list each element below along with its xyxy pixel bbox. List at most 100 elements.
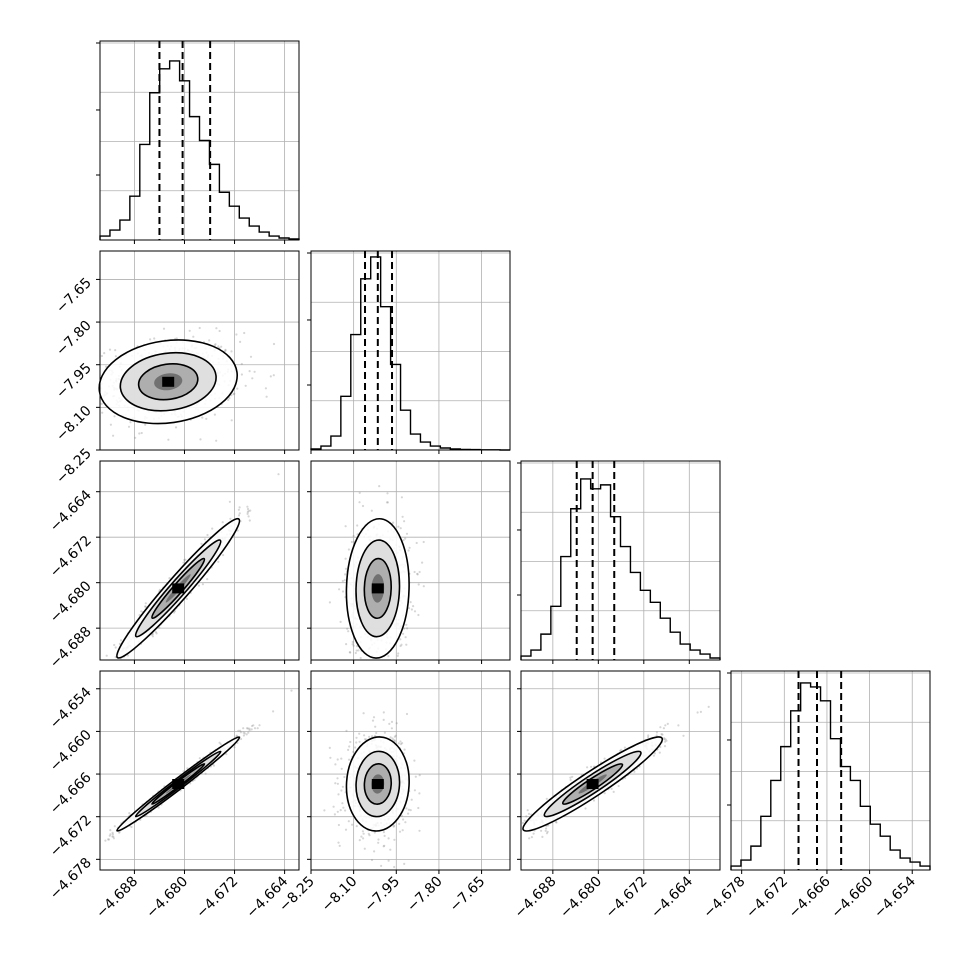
sample-point (408, 546, 411, 549)
sample-point (340, 757, 343, 760)
contour-line (561, 763, 624, 805)
sample-point (230, 419, 233, 422)
sample-point (362, 837, 365, 840)
sample-point (350, 540, 353, 544)
sample-point (343, 579, 346, 582)
sample-point (167, 438, 170, 441)
sample-point (203, 538, 206, 541)
sample-point (258, 724, 261, 727)
y-tick-label: −4.688 (47, 624, 95, 672)
y-tick-label: −8.10 (53, 403, 95, 445)
sample-point (247, 509, 250, 513)
sample-point (660, 733, 663, 736)
sample-point (342, 806, 345, 809)
sample-point (661, 733, 664, 736)
sample-point (144, 605, 147, 608)
sample-point (119, 639, 123, 642)
panel-frame (310, 460, 511, 661)
sample-point (409, 809, 412, 812)
sample-point (243, 331, 246, 335)
sample-point (337, 823, 340, 827)
sample-point (240, 362, 243, 366)
panel-frame (99, 460, 300, 661)
sample-point (235, 333, 238, 336)
sample-point (555, 821, 558, 824)
sample-point (361, 504, 365, 508)
sample-point (103, 352, 106, 355)
sample-point (253, 727, 257, 730)
sample-point (407, 812, 410, 815)
sample-point (232, 393, 235, 396)
sample-point (113, 415, 116, 418)
sample-point (415, 541, 418, 545)
sample-point (652, 754, 656, 757)
sample-point (247, 515, 250, 518)
contour-line (116, 517, 241, 659)
sample-point (405, 623, 408, 626)
sample-point (118, 642, 121, 646)
histogram-line-3 (730, 682, 931, 870)
x-tick-label: −4.680 (557, 873, 605, 921)
sample-point (204, 772, 207, 775)
sample-point (239, 731, 242, 734)
sample-point (399, 743, 403, 746)
sample-point (400, 496, 403, 499)
density-peak (172, 583, 185, 594)
sample-point (413, 570, 416, 574)
sample-point (404, 821, 407, 824)
contour-line (543, 750, 642, 818)
sample-point (371, 719, 375, 722)
sample-point (584, 807, 587, 810)
sample-point (113, 643, 116, 647)
sample-point (418, 792, 421, 795)
sample-point (398, 822, 401, 826)
x-tick-label: −4.688 (93, 874, 141, 922)
contour-line (345, 736, 410, 832)
sample-point (332, 805, 335, 808)
contour-line (151, 763, 206, 805)
sample-point (290, 689, 293, 692)
sample-point (399, 644, 402, 648)
sample-point (416, 572, 419, 575)
sample-point (228, 500, 231, 503)
sample-point (201, 583, 204, 586)
y-tick-label: −4.660 (47, 727, 95, 775)
sample-point (619, 749, 622, 752)
sample-point (236, 387, 239, 390)
sample-point (373, 850, 376, 853)
sample-point (233, 746, 236, 749)
sample-point (239, 729, 242, 732)
sample-point (343, 775, 346, 779)
sample-point (128, 812, 131, 815)
sample-point (696, 711, 699, 714)
sample-point (188, 329, 191, 332)
sample-point (339, 620, 342, 624)
sample-point (249, 355, 253, 358)
sample-point (214, 343, 217, 346)
histogram-line-2 (520, 478, 721, 660)
sample-point (418, 829, 421, 832)
sample-point (127, 425, 131, 428)
sample-point (421, 561, 424, 564)
sample-point (247, 727, 250, 730)
sample-point (340, 767, 343, 770)
sample-point (341, 579, 344, 583)
sample-point (363, 738, 367, 741)
sample-point (340, 789, 343, 792)
sample-point (112, 835, 115, 838)
sample-point (410, 608, 413, 611)
y-tick-label: −4.678 (47, 855, 95, 903)
sample-point (658, 751, 661, 754)
x-tick-label: −4.678 (701, 874, 749, 922)
sample-point (140, 610, 143, 613)
sample-point (569, 776, 572, 779)
sample-point (662, 727, 666, 730)
sample-point (383, 731, 386, 734)
y-tick-label: −8.25 (53, 446, 95, 488)
sample-point (355, 825, 358, 828)
sample-point (402, 539, 405, 542)
sample-point (358, 732, 361, 735)
sample-point (586, 766, 589, 769)
sample-point (540, 829, 543, 832)
sample-point (677, 724, 680, 727)
